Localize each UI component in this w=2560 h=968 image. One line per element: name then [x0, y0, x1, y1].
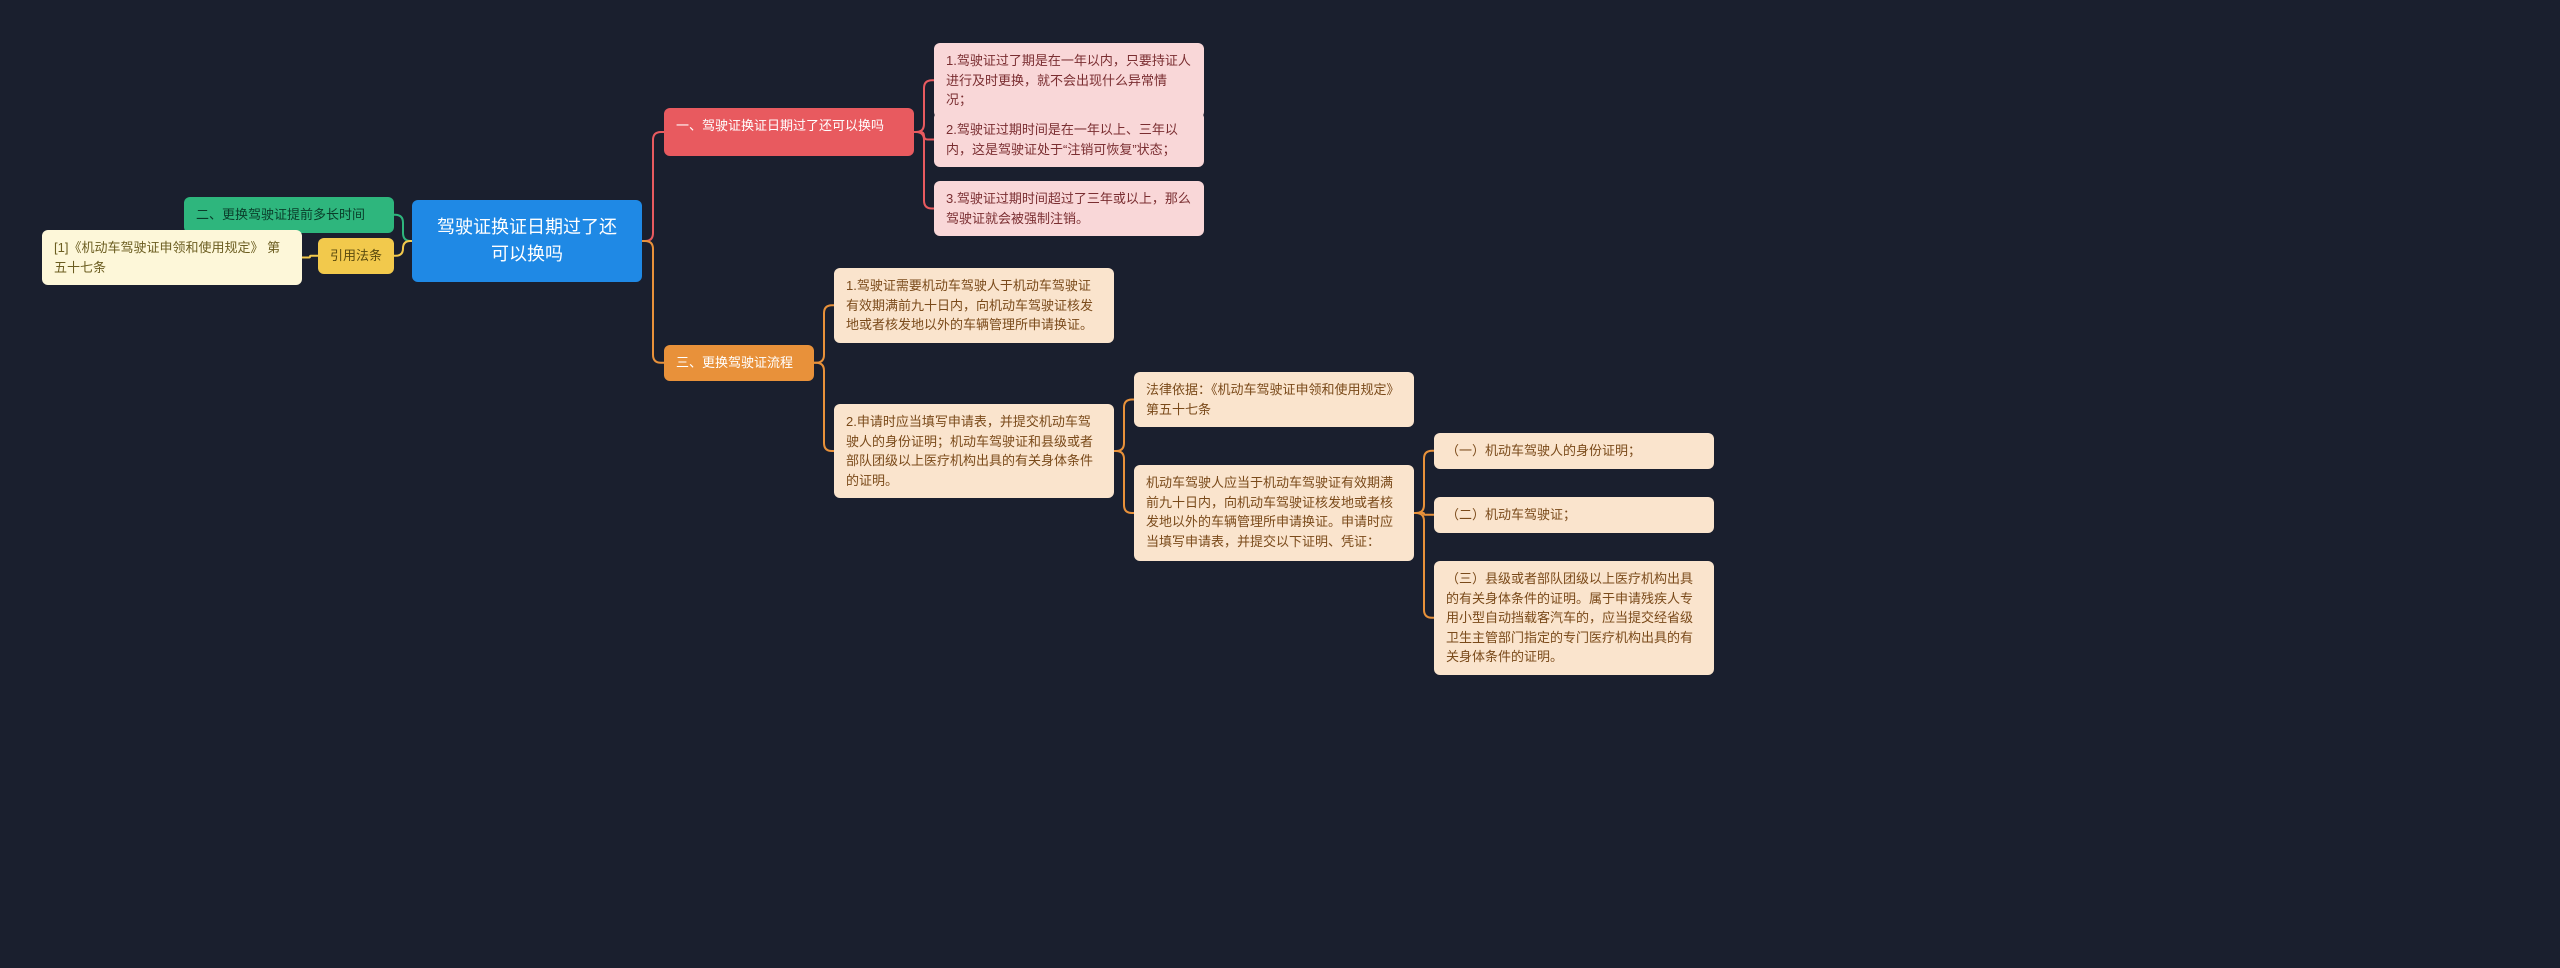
connector: [1414, 513, 1434, 618]
node-label: 1.驾驶证过了期是在一年以内，只要持证人进行及时更换，就不会出现什么异常情况；: [946, 53, 1191, 107]
connector: [1414, 513, 1434, 515]
mindmap-node-R1c[interactable]: 3.驾驶证过期时间超过了三年或以上，那么驾驶证就会被强制注销。: [934, 181, 1204, 236]
mindmap-node-R1a[interactable]: 1.驾驶证过了期是在一年以内，只要持证人进行及时更换，就不会出现什么异常情况；: [934, 43, 1204, 118]
connector: [914, 132, 934, 140]
connector: [914, 132, 934, 209]
mindmap-node-R2b2[interactable]: 机动车驾驶人应当于机动车驾驶证有效期满前九十日内，向机动车驾驶证核发地或者核发地…: [1134, 465, 1414, 561]
connector: [642, 132, 664, 241]
connector: [1414, 451, 1434, 513]
node-label: 三、更换驾驶证流程: [676, 355, 793, 370]
node-label: [1]《机动车驾驶证申领和使用规定》 第五十七条: [54, 240, 280, 275]
mindmap-node-L2a[interactable]: [1]《机动车驾驶证申领和使用规定》 第五十七条: [42, 230, 302, 285]
node-label: 驾驶证换证日期过了还可以换吗: [437, 217, 617, 264]
node-label: 2.驾驶证过期时间是在一年以上、三年以内，这是驾驶证处于“注销可恢复”状态；: [946, 122, 1178, 157]
mindmap-node-R2b2b[interactable]: （二）机动车驾驶证；: [1434, 497, 1714, 533]
connector: [1114, 451, 1134, 513]
mindmap-node-R2b[interactable]: 2.申请时应当填写申请表，并提交机动车驾驶人的身份证明；机动车驾驶证和县级或者部…: [834, 404, 1114, 498]
node-label: 1.驾驶证需要机动车驾驶人于机动车驾驶证有效期满前九十日内，向机动车驾驶证核发地…: [846, 278, 1093, 332]
connector: [814, 305, 834, 363]
node-label: （一）机动车驾驶人的身份证明；: [1446, 443, 1641, 458]
node-label: 2.申请时应当填写申请表，并提交机动车驾驶人的身份证明；机动车驾驶证和县级或者部…: [846, 414, 1093, 488]
connector: [642, 241, 664, 363]
connector: [914, 80, 934, 132]
node-label: 机动车驾驶人应当于机动车驾驶证有效期满前九十日内，向机动车驾驶证核发地或者核发地…: [1146, 475, 1393, 549]
node-label: 二、更换驾驶证提前多长时间: [196, 207, 365, 222]
mindmap-node-L2[interactable]: 引用法条: [318, 238, 394, 274]
mindmap-node-R2b2a[interactable]: （一）机动车驾驶人的身份证明；: [1434, 433, 1714, 469]
connector: [814, 363, 834, 451]
node-label: 引用法条: [330, 248, 382, 263]
mindmap-node-R2b1[interactable]: 法律依据：《机动车驾驶证申领和使用规定》第五十七条: [1134, 372, 1414, 427]
node-label: 一、驾驶证换证日期过了还可以换吗: [676, 118, 884, 133]
mindmap-node-R1[interactable]: 一、驾驶证换证日期过了还可以换吗: [664, 108, 914, 156]
mindmap-node-R2a[interactable]: 1.驾驶证需要机动车驾驶人于机动车驾驶证有效期满前九十日内，向机动车驾驶证核发地…: [834, 268, 1114, 343]
connector: [394, 241, 412, 256]
node-label: （三）县级或者部队团级以上医疗机构出具的有关身体条件的证明。属于申请残疾人专用小…: [1446, 571, 1693, 664]
node-label: （二）机动车驾驶证；: [1446, 507, 1576, 522]
mindmap-node-R2[interactable]: 三、更换驾驶证流程: [664, 345, 814, 381]
connector: [1114, 400, 1134, 452]
node-label: 法律依据：《机动车驾驶证申领和使用规定》第五十七条: [1146, 382, 1400, 417]
connector: [302, 256, 318, 258]
node-label: 3.驾驶证过期时间超过了三年或以上，那么驾驶证就会被强制注销。: [946, 191, 1191, 226]
connector: [394, 215, 412, 241]
mindmap-node-R2b2c[interactable]: （三）县级或者部队团级以上医疗机构出具的有关身体条件的证明。属于申请残疾人专用小…: [1434, 561, 1714, 675]
mindmap-root[interactable]: 驾驶证换证日期过了还可以换吗: [412, 200, 642, 282]
mindmap-node-L1[interactable]: 二、更换驾驶证提前多长时间: [184, 197, 394, 233]
mindmap-node-R1b[interactable]: 2.驾驶证过期时间是在一年以上、三年以内，这是驾驶证处于“注销可恢复”状态；: [934, 112, 1204, 167]
